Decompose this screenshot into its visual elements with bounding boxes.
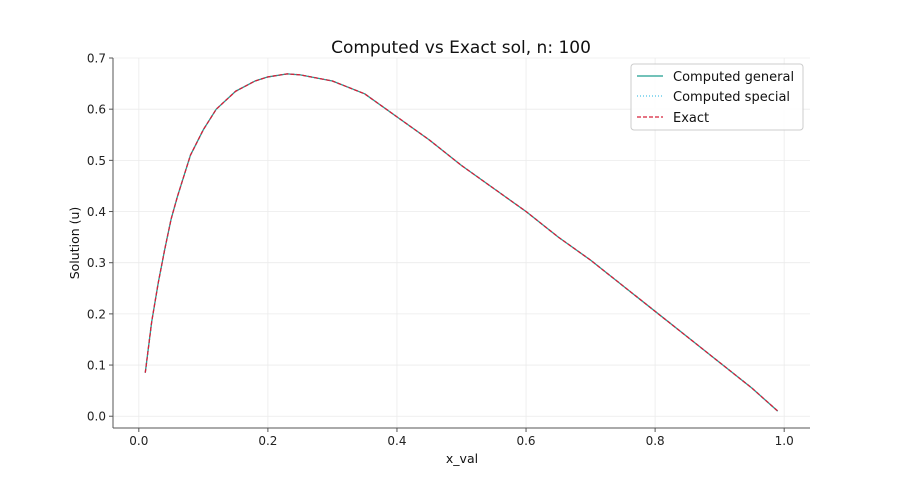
y-tick-label: 0.5 xyxy=(87,154,106,168)
y-ticks: 0.0 0.1 0.2 0.3 0.4 0.5 0.6 0.7 xyxy=(87,52,113,424)
legend-box xyxy=(630,63,804,131)
x-ticks: 0.0 0.2 0.4 0.6 0.8 1.0 xyxy=(129,428,794,448)
series-lines xyxy=(144,73,779,412)
x-tick-label: 1.0 xyxy=(775,434,794,448)
x-axis-label: x_val xyxy=(446,451,478,466)
y-axis-label: Solution (u) xyxy=(67,207,82,280)
legend-label-computed-general: Computed general xyxy=(673,70,794,85)
legend-label-exact: Exact xyxy=(673,111,709,126)
y-tick-label: 0.0 xyxy=(87,410,106,424)
x-tick-label: 0.4 xyxy=(387,434,406,448)
legend: Computed general Computed special Exact xyxy=(630,63,804,131)
y-tick-label: 0.2 xyxy=(87,307,106,321)
legend-label-computed-special: Computed special xyxy=(673,90,790,105)
y-tick-label: 0.7 xyxy=(87,52,106,66)
y-tick-label: 0.3 xyxy=(87,256,106,270)
chart-title: Computed vs Exact sol, n: 100 xyxy=(331,38,591,58)
x-tick-label: 0.2 xyxy=(258,434,277,448)
x-tick-label: 0.6 xyxy=(516,434,535,448)
y-tick-label: 0.1 xyxy=(87,359,106,373)
y-tick-label: 0.4 xyxy=(87,205,106,219)
grid-lines xyxy=(113,57,810,428)
x-tick-label: 0.8 xyxy=(646,434,665,448)
y-tick-label: 0.6 xyxy=(87,103,106,117)
series-line-exact xyxy=(144,73,779,412)
x-tick-label: 0.0 xyxy=(129,434,148,448)
